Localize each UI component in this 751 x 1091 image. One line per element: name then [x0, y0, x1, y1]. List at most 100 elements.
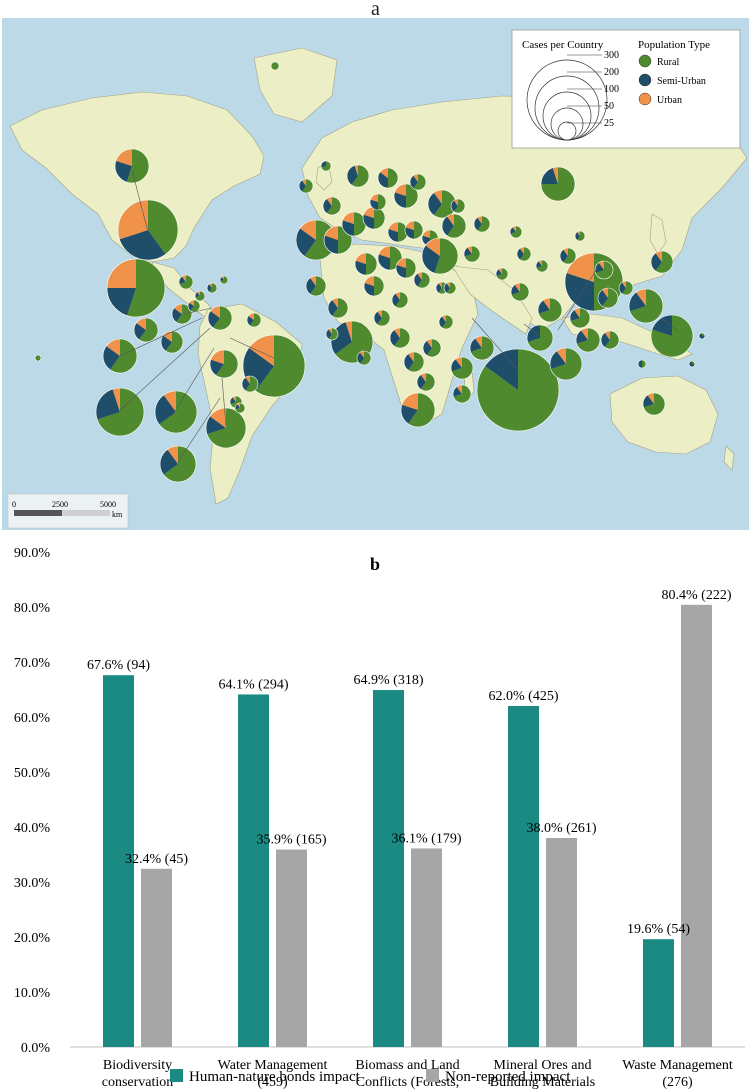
pie-outline — [422, 338, 442, 358]
country-pie — [537, 297, 563, 323]
pie-outline — [391, 291, 409, 309]
pie-outline — [209, 349, 239, 379]
country-pie — [356, 350, 372, 366]
pie-outline — [473, 215, 491, 233]
pie-slice — [138, 318, 159, 342]
pie-outline — [305, 275, 327, 297]
pie-slice — [428, 192, 442, 216]
pie-slice — [247, 315, 254, 326]
pie-slice — [209, 283, 217, 293]
pie-slice — [446, 282, 450, 288]
country-pie — [187, 299, 201, 313]
pie-slice — [220, 276, 228, 284]
chart-legend: Human-nature bonds impact Non-reported im… — [170, 1069, 571, 1085]
pie-outline — [320, 160, 332, 172]
pie-slice — [310, 276, 316, 286]
bar-value-label: 38.0% (261) — [527, 821, 597, 836]
pie-slice — [401, 404, 418, 424]
pie-slice — [401, 393, 418, 410]
pie-outline — [373, 309, 391, 327]
pie-slice — [359, 351, 364, 358]
type-legend-title: Population Type — [638, 39, 710, 51]
pie-slice — [378, 194, 386, 210]
legend-label: Non-reported impact — [445, 1069, 571, 1085]
pie-slice — [451, 200, 458, 212]
pie-slice — [221, 276, 224, 280]
pie-slice — [438, 282, 442, 288]
pie-slice — [357, 352, 364, 364]
pie-slice — [563, 248, 568, 256]
leader-line — [183, 307, 213, 315]
pie-outline — [160, 330, 184, 354]
pie-slice — [237, 403, 240, 408]
pie-slice — [159, 449, 178, 475]
pie-outline — [389, 327, 411, 349]
pie-slice — [248, 335, 274, 366]
pie-slice — [469, 338, 482, 352]
country-pie — [688, 360, 696, 368]
bar-value-label: 62.0% (425) — [489, 689, 559, 704]
pie-slice — [388, 168, 398, 188]
x-tick-label: Conflicts (Forests, — [356, 1075, 459, 1090]
pie-slice — [172, 308, 182, 323]
pie-slice — [394, 328, 410, 348]
pie-slice — [566, 253, 594, 282]
pie-outline — [600, 330, 620, 350]
country-pie — [114, 148, 150, 184]
pie-slice — [377, 310, 382, 318]
pie-slice — [602, 288, 608, 298]
leader-line — [523, 323, 541, 337]
pie-outline — [469, 335, 495, 361]
pie-slice — [433, 190, 442, 204]
pie-slice — [245, 376, 258, 393]
country-pie — [377, 167, 399, 189]
pie-outline — [650, 250, 674, 274]
pie-slice — [642, 360, 646, 368]
y-tick-label: 0.0% — [21, 1041, 51, 1056]
pie-slice — [536, 260, 549, 273]
pie-outline — [363, 275, 385, 297]
pie-outline — [194, 290, 206, 302]
pie-slice — [444, 283, 450, 293]
pie-slice — [115, 149, 132, 166]
pie-slice — [126, 149, 150, 184]
pie-slice — [426, 339, 441, 357]
country-pie — [362, 206, 386, 230]
pie-slice — [511, 284, 520, 295]
pie-slice — [439, 316, 446, 328]
pie-slice — [602, 288, 618, 308]
pie-slice — [441, 315, 454, 330]
pie-slice — [179, 275, 194, 289]
pie-slice — [355, 260, 366, 275]
pie-slice — [97, 388, 144, 437]
country-pie — [559, 247, 577, 265]
pie-slice — [112, 388, 120, 412]
bar — [411, 848, 442, 1047]
pie-slice — [190, 300, 200, 313]
pie-slice — [209, 283, 212, 288]
pie-slice — [215, 350, 239, 379]
bar — [141, 868, 172, 1047]
country-pie — [495, 267, 509, 281]
pie-slice — [496, 269, 502, 276]
country-pie — [574, 230, 586, 242]
pie-outline — [234, 402, 246, 414]
pie-slice — [328, 328, 339, 340]
pie-slice — [235, 403, 246, 413]
pie-slice — [232, 396, 236, 402]
country-pie — [154, 390, 198, 434]
pie-slice — [563, 248, 576, 264]
pie-slice — [408, 393, 435, 427]
country-pie — [389, 327, 411, 349]
country-pie — [427, 189, 457, 219]
x-tick-label: Building Materials — [490, 1075, 595, 1090]
pie-outline — [219, 275, 229, 285]
country-pie — [452, 384, 472, 404]
pie-slice — [477, 216, 482, 224]
pie-slice — [351, 165, 370, 188]
y-tick-label: 90.0% — [14, 546, 51, 561]
pie-slice — [455, 357, 462, 368]
pie-slice — [404, 353, 414, 371]
pie-slice — [206, 408, 247, 448]
pie-outline — [369, 193, 387, 211]
